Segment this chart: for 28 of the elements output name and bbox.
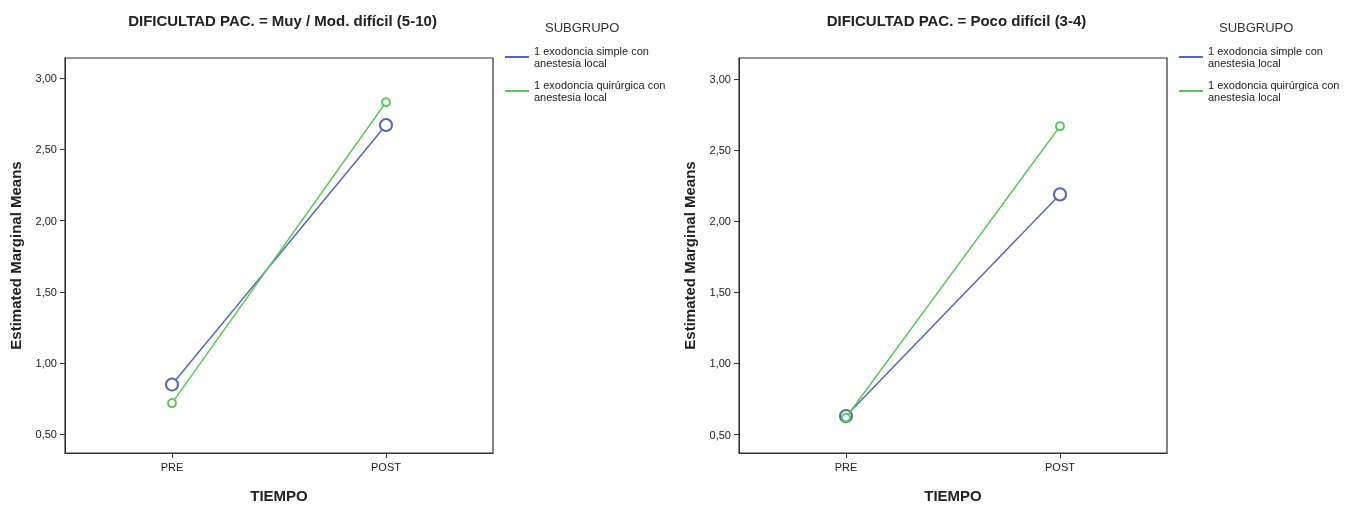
y-tick-label: 1,00 xyxy=(35,357,57,370)
chart-title: DIFICULTAD PAC. = Poco difícil (3-4) xyxy=(826,12,1087,29)
x-tick-label: POST xyxy=(371,460,402,473)
x-axis-title: TIEMPO xyxy=(924,487,983,504)
x-tick-label: POST xyxy=(1045,460,1076,473)
y-tick-label: 0,50 xyxy=(709,428,731,441)
x-tick-label: PRE xyxy=(834,460,858,473)
y-tick-label: 3,00 xyxy=(709,73,731,86)
y-tick-label: 0,50 xyxy=(35,428,57,441)
y-axis-title: Estimated Marginal Means xyxy=(7,161,24,350)
y-tick-label: 2,00 xyxy=(35,214,57,227)
legend-label: 1 exodoncia quirúrgica con anestesia local xyxy=(1208,79,1343,103)
y-tick-label: 1,50 xyxy=(709,286,731,299)
y-tick-label: 2,50 xyxy=(709,144,731,157)
legend-label: 1 exodoncia simple con anestesia local xyxy=(1208,45,1327,69)
legend-label: 1 exodoncia quirúrgica con anestesia local xyxy=(534,79,669,103)
legend-title: SUBGRUPO xyxy=(1219,20,1294,35)
legend-label: 1 exodoncia simple con anestesia local xyxy=(534,45,653,69)
x-axis-title: TIEMPO xyxy=(250,487,309,504)
y-tick-label: 2,00 xyxy=(709,215,731,228)
y-tick-label: 1,00 xyxy=(709,357,731,370)
legend-title: SUBGRUPO xyxy=(545,20,620,35)
y-tick-label: 3,00 xyxy=(35,71,57,84)
y-tick-label: 1,50 xyxy=(35,285,57,298)
y-tick-label: 2,50 xyxy=(35,143,57,156)
chart-title: DIFICULTAD PAC. = Muy / Mod. difícil (5-10) xyxy=(128,12,437,29)
x-tick-label: PRE xyxy=(160,460,184,473)
y-axis-title: Estimated Marginal Means xyxy=(681,161,698,350)
